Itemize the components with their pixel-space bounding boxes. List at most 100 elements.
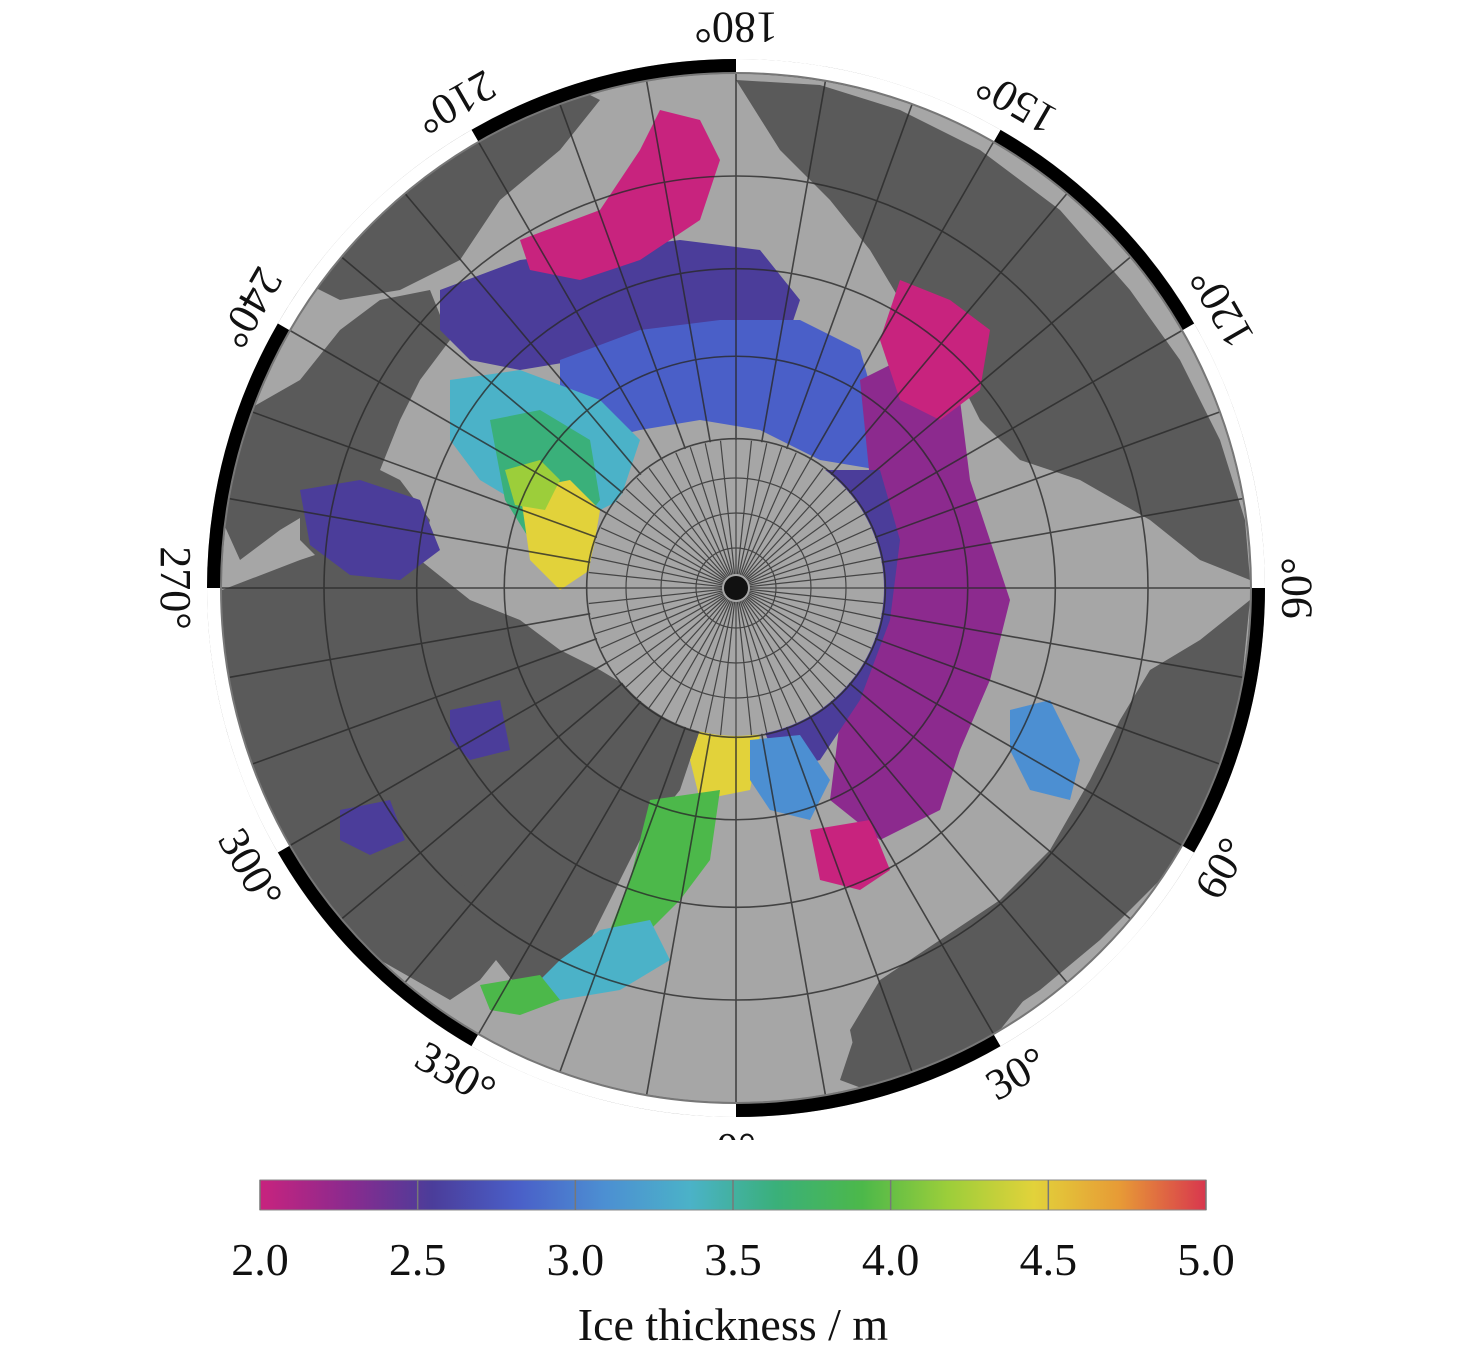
pole-hatch-line <box>743 598 824 709</box>
meridian-line <box>785 726 913 1073</box>
graticule <box>221 73 1251 1103</box>
pole-hatch-line <box>738 601 768 733</box>
meridian-line <box>340 682 624 920</box>
colorbar-tick-label: 2.0 <box>231 1234 289 1285</box>
meridian-line <box>760 733 827 1096</box>
frame-segment <box>471 1034 737 1117</box>
meridian-line <box>477 141 663 461</box>
colorbar-tick-label: 3.5 <box>704 1234 762 1285</box>
land-siberia-east <box>736 80 1250 580</box>
meridian-line <box>881 612 1244 679</box>
colorbar: 2.0 2.5 3.0 3.5 4.0 4.5 5.0 Ice thickness / m <box>231 1179 1235 1350</box>
ice-patch-central-blue <box>560 320 880 470</box>
pole-hatch-line <box>588 588 723 605</box>
pole-hatch-line <box>749 571 884 588</box>
frame-segment <box>735 59 1001 142</box>
frame-segment <box>277 129 479 331</box>
meridian-line <box>830 192 1068 476</box>
pole-hatch-line <box>607 513 725 582</box>
frame-segment <box>735 1034 1001 1117</box>
pole-hatch-line <box>749 591 877 635</box>
pole-hatch-line <box>607 594 725 663</box>
pole-hatching <box>588 440 884 736</box>
meridian-line <box>645 80 712 443</box>
meridian-line <box>251 411 598 539</box>
ice-patch-fram-green <box>610 790 720 940</box>
pole-hatch-line <box>615 500 726 581</box>
pole-hatch-line <box>739 447 783 575</box>
meridian-line <box>863 661 1183 847</box>
longitude-label: 0° <box>716 1124 756 1140</box>
frame-segment <box>471 59 737 142</box>
pole-hatch-circle <box>625 477 847 699</box>
pole-hatch-line <box>746 596 847 688</box>
pole-hatch-line <box>736 601 753 736</box>
frame-segment <box>207 587 290 853</box>
pole-hatch-line <box>588 571 723 588</box>
longitude-label: 180° <box>694 3 778 52</box>
pole-hatch-line <box>746 488 847 580</box>
meridian-line <box>760 80 827 443</box>
meridian-line <box>559 726 687 1073</box>
meridian-line <box>848 682 1132 920</box>
frame-segment <box>277 845 479 1047</box>
pole-hatch-line <box>600 593 724 649</box>
pole-hatch-line <box>675 452 731 576</box>
land-scandinavia <box>840 940 1040 1095</box>
pole-hatch-line <box>747 594 865 663</box>
colorbar-tick-label: 2.5 <box>389 1234 447 1285</box>
pole-hatch-line <box>746 595 857 676</box>
ice-thickness-field <box>300 110 1080 1015</box>
pole-hatch-line <box>636 477 728 578</box>
meridian-line <box>289 661 609 847</box>
pole-hatch-line <box>625 488 726 580</box>
colorbar-tick-label: 4.5 <box>1020 1234 1078 1285</box>
meridian-line <box>228 612 591 679</box>
meridian-line <box>340 256 624 494</box>
pole-hatch-line <box>689 601 733 729</box>
pole-hatch-line <box>739 601 783 729</box>
frame-segment <box>1182 323 1265 589</box>
pole-hatch-line <box>648 598 729 709</box>
pole-hatch-circle <box>695 547 777 629</box>
pole-hatch-line <box>675 600 731 724</box>
ice-patch-hudson-blue <box>340 800 405 855</box>
meridian-line <box>863 329 1183 515</box>
frame-segment <box>207 323 290 589</box>
pole-hatch-circle <box>660 512 812 664</box>
pole-hatch-line <box>600 527 724 583</box>
colorbar-ticks: 2.0 2.5 3.0 3.5 4.0 4.5 5.0 <box>231 1180 1235 1285</box>
pole-hatch-line <box>746 500 857 581</box>
pole-hatch-line <box>749 541 877 585</box>
pole-hatch-line <box>744 477 836 578</box>
ice-patch-barents-blue <box>1010 700 1080 800</box>
pole-hatch-line <box>689 447 733 575</box>
land-alaska <box>300 80 600 300</box>
meridian-line <box>830 700 1068 984</box>
pole-hatch-line <box>615 595 726 676</box>
pole-hatch-line <box>749 556 881 586</box>
pole-hatch-line <box>661 459 730 577</box>
pole-hatch-line <box>749 590 881 620</box>
pole-hatch-line <box>744 598 836 699</box>
pole-hatch-line <box>747 513 865 582</box>
pole-hatch-line <box>704 601 734 733</box>
longitude-label: 270° <box>151 546 200 630</box>
ice-patch-canada-lime <box>505 460 560 510</box>
pole-hatch-line <box>636 598 728 699</box>
ice-patch-chukchi-magenta <box>520 110 720 280</box>
meridian-line <box>874 411 1221 539</box>
meridian-line <box>404 700 642 984</box>
colorbar-title: Ice thickness / m <box>578 1299 889 1350</box>
pole-hatch-line <box>743 467 824 578</box>
colorbar-tick-label: 5.0 <box>1177 1234 1235 1285</box>
ice-patch-canada-west-purple <box>300 480 440 580</box>
pole-hatch-line <box>742 459 811 577</box>
colorbar-tick-label: 3.0 <box>547 1234 605 1285</box>
pole-hatch-line <box>648 467 729 578</box>
frame-segment <box>1182 587 1265 853</box>
meridian-line <box>785 103 913 450</box>
pole-hatch-line <box>748 593 872 649</box>
pole-hatch-line <box>719 601 736 736</box>
meridian-line <box>645 733 712 1096</box>
